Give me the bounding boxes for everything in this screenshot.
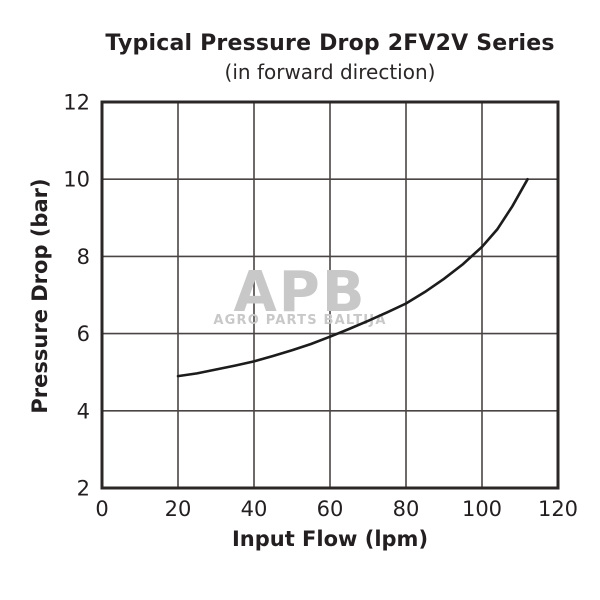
x-axis-title: Input Flow (lpm) xyxy=(231,527,429,551)
watermark-logo: APB xyxy=(233,260,366,325)
chart-title: Typical Pressure Drop 2FV2V Series xyxy=(105,31,555,56)
chart-subtitle: (in forward direction) xyxy=(224,60,436,84)
y-tick-label: 2 xyxy=(77,477,90,501)
y-tick-label: 10 xyxy=(63,168,90,192)
plot-border xyxy=(100,100,560,490)
x-tick-label: 80 xyxy=(393,497,420,521)
y-tick-labels: 2 4 6 8 10 12 xyxy=(63,91,90,501)
pressure-drop-curve xyxy=(176,177,529,378)
y-tick-label: 6 xyxy=(77,322,90,346)
gridlines xyxy=(102,102,558,488)
x-tick-label: 100 xyxy=(462,497,502,521)
plot-svg: APB AGRO PARTS BALTIJA 0 20 40 60 80 100 120 2… xyxy=(63,91,578,522)
y-tick-label: 4 xyxy=(77,399,90,423)
y-tick-label: 12 xyxy=(63,91,90,115)
x-tick-label: 60 xyxy=(317,497,344,521)
x-tick-label: 120 xyxy=(538,497,578,521)
y-tick-label: 8 xyxy=(77,245,90,269)
y-axis-title: Pressure Drop (bar) xyxy=(28,178,52,414)
x-tick-label: 40 xyxy=(241,497,268,521)
x-tick-label: 0 xyxy=(95,497,108,521)
x-tick-labels: 0 20 40 60 80 100 120 xyxy=(95,497,578,521)
x-tick-label: 20 xyxy=(165,497,192,521)
plot-area: APB AGRO PARTS BALTIJA 0 20 40 60 80 100 120 2… xyxy=(63,91,578,522)
watermark-caption: AGRO PARTS BALTIJA xyxy=(213,313,386,328)
